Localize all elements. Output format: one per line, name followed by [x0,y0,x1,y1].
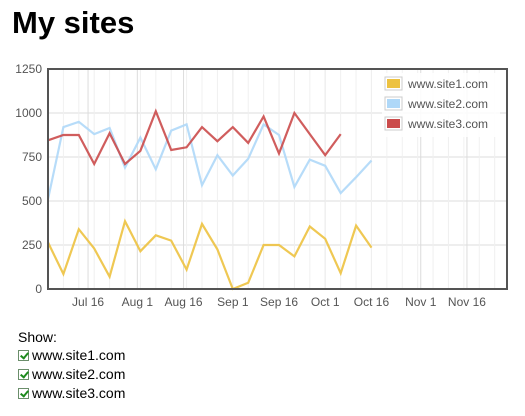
show-label: Show: [18,329,57,345]
x-tick-label: Sep 1 [217,295,249,309]
site2-checkbox-label[interactable]: www.site2.com [32,366,126,382]
series-toggle-panel: Show: www.site1.com www.site2.com www.si… [18,328,125,403]
legend-swatch [387,99,400,108]
toggle-site1[interactable]: www.site1.com [18,346,125,365]
toggle-site2[interactable]: www.site2.com [18,365,125,384]
plot-border [47,68,508,290]
y-tick-label: 500 [22,194,42,208]
site1-checkbox[interactable] [18,350,29,361]
series-line-3 [47,108,342,167]
y-tick-label: 750 [22,150,42,164]
x-tick-label: Jul 16 [72,295,104,309]
x-tick-label: Nov 1 [405,295,437,309]
legend-swatch [387,119,400,128]
site2-checkbox[interactable] [18,369,29,380]
legend-label: www.site2.com [407,97,488,111]
x-tick-label: Sep 16 [260,295,298,309]
series-line-2 [46,120,373,200]
legend-label: www.site3.com [407,117,488,131]
site3-checkbox[interactable] [18,388,29,399]
x-tick-label: Aug 1 [122,295,154,309]
y-tick-label: 1250 [15,62,42,76]
x-tick-label: Oct 1 [311,295,340,309]
x-axis-ticks: Jul 16 Aug 1 Aug 16 Sep 1 Sep 16 Oct 1 Oct 16 N… [72,295,486,309]
series-lines [46,108,373,291]
site1-checkbox-label[interactable]: www.site1.com [32,347,126,363]
y-tick-label: 1000 [15,106,42,120]
series-line-1 [47,218,373,291]
x-tick-label: Nov 16 [448,295,486,309]
legend-label: www.site1.com [407,77,488,91]
toggle-site3[interactable]: www.site3.com [18,384,125,403]
y-tick-label: 250 [22,238,42,252]
x-tick-label: Oct 16 [354,295,390,309]
legend: www.site1.com www.site2.com www.site3.com [382,73,500,137]
legend-swatch [387,79,400,88]
site3-checkbox-label[interactable]: www.site3.com [32,385,126,401]
y-axis-ticks: 0 250 500 750 1000 1250 [15,62,42,296]
y-tick-label: 0 [35,282,42,296]
line-chart: 0 250 500 750 1000 1250 Jul 16 Aug 1 Aug 16 Sep … [15,62,508,309]
x-tick-label: Aug 16 [165,295,203,309]
page-title: My sites [12,5,135,40]
